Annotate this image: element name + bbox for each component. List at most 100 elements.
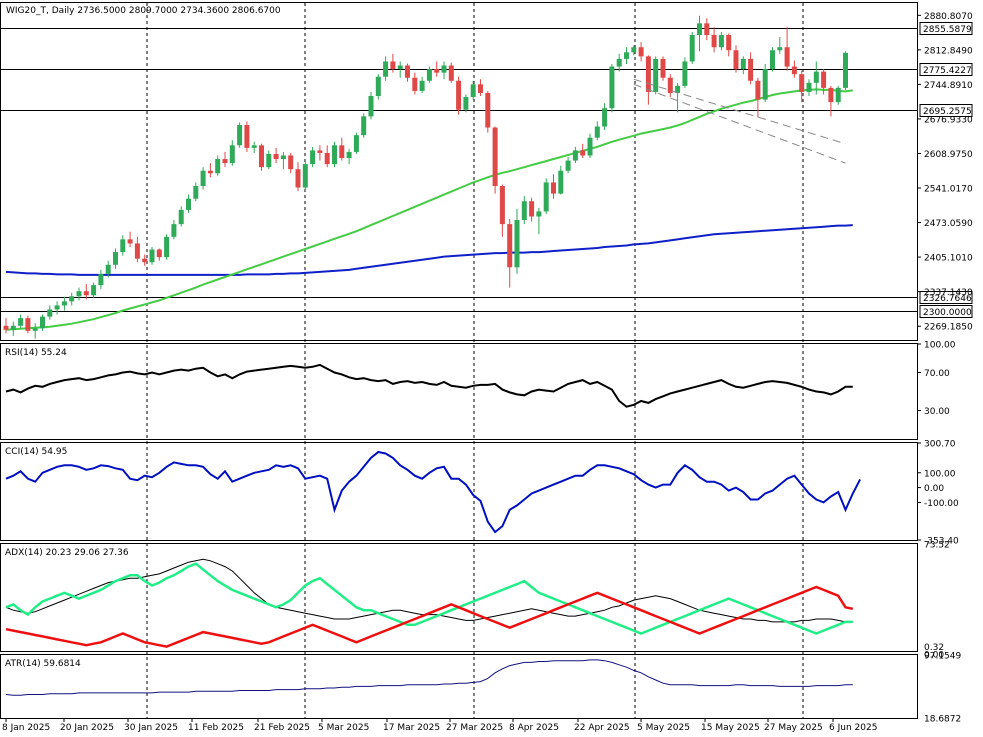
candle-body — [171, 224, 177, 237]
candle-body — [602, 108, 608, 127]
trendline — [633, 83, 846, 164]
candle-body — [507, 224, 513, 268]
candle-body — [244, 124, 250, 148]
adx-path — [5, 558, 853, 623]
candle-body — [624, 52, 629, 59]
candle-body — [521, 201, 527, 221]
rsi-tick-label: 100.00 — [924, 341, 956, 351]
x-tick-label: 8 Apr 2025 — [509, 723, 559, 733]
atr-panel — [0, 654, 918, 719]
level-label: 2300.0000 — [923, 308, 972, 318]
candle-body — [770, 50, 775, 70]
candle-body — [645, 56, 651, 92]
candle-body — [492, 127, 498, 186]
candle-body — [689, 35, 695, 62]
candle-body — [237, 124, 243, 146]
level-label: 2326.7646 — [923, 294, 972, 304]
candle-body — [142, 258, 148, 263]
candle-body — [105, 264, 111, 274]
candle-body — [514, 220, 520, 268]
candle-body — [83, 291, 89, 296]
rsi-panel — [0, 343, 918, 440]
candle-body — [215, 159, 221, 174]
candle-body — [295, 169, 301, 188]
candle-body — [222, 159, 228, 164]
x-tick-label: 22 Apr 2025 — [574, 723, 630, 733]
x-tick-label: 5 Mar 2025 — [318, 723, 369, 733]
candle-body — [156, 249, 162, 258]
candle-body — [259, 145, 264, 168]
x-tick-label: 27 May 2025 — [764, 723, 823, 733]
candle-body — [426, 69, 432, 81]
candle-body — [704, 23, 710, 36]
candle-body — [697, 23, 702, 36]
cci-label: CCI(14) 54.95 — [5, 447, 67, 457]
adx-tick-label: 73.52 — [924, 541, 950, 551]
candle-body — [134, 243, 140, 259]
x-tick-label: 5 May 2025 — [637, 723, 690, 733]
candle-body — [324, 152, 330, 165]
candle-body — [405, 65, 410, 78]
candle-body — [186, 198, 191, 210]
candle-body — [47, 309, 53, 317]
candle-body — [536, 211, 542, 217]
candle-body — [69, 296, 75, 302]
candle-body — [499, 185, 505, 225]
level-tag — [919, 104, 973, 117]
candle-body — [346, 151, 352, 159]
candle-body — [32, 328, 38, 331]
y-tick-label: 2405.1010 — [924, 254, 973, 264]
main-panel — [0, 2, 918, 341]
candle-body — [229, 145, 235, 164]
candle-body — [843, 52, 848, 88]
adx-lines — [5, 558, 854, 648]
candle-body — [353, 135, 359, 152]
level-tag — [919, 291, 973, 304]
y-tick-label: 2269.1850 — [924, 323, 973, 333]
candle-body — [368, 96, 374, 117]
trendline — [633, 78, 846, 145]
plus-di-path — [5, 562, 853, 635]
x-tick-label: 27 Mar 2025 — [446, 723, 503, 733]
candle-body — [740, 58, 746, 70]
candle-body — [273, 153, 279, 160]
candle-body — [127, 239, 133, 244]
candle-body — [485, 92, 491, 128]
candle-body — [463, 97, 469, 110]
candle-body — [711, 35, 717, 48]
candle-body — [200, 170, 206, 186]
cci-path — [5, 450, 861, 534]
y-tick-label: 2880.8070 — [924, 12, 973, 22]
candle-body — [478, 84, 483, 93]
candle-body — [91, 285, 97, 296]
rsi-tick-label: 70.00 — [924, 369, 950, 379]
y-tick-label: 2676.9330 — [924, 115, 973, 125]
cci-tick-label: 0.00 — [924, 484, 944, 494]
candle-body — [332, 145, 337, 165]
candle-body — [572, 150, 578, 161]
atr-label: ATR(14) 59.6814 — [5, 659, 81, 669]
x-tick-label: 21 Feb 2025 — [254, 723, 310, 733]
candle-body — [18, 318, 24, 326]
x-tick-label: 20 Jan 2025 — [60, 723, 114, 733]
candle-body — [441, 65, 447, 73]
candle-body — [54, 305, 60, 310]
candle-body — [616, 58, 622, 67]
cci-panel — [0, 442, 918, 541]
candle-body — [3, 325, 9, 330]
cci-tick-label: -100.00 — [924, 499, 959, 509]
candle-body — [434, 69, 440, 73]
candle-body — [470, 84, 476, 98]
candle-body — [821, 71, 827, 88]
candle-body — [667, 77, 673, 93]
candle-body — [799, 74, 805, 92]
candle-body — [543, 182, 549, 212]
x-axis: 8 Jan 2025 20 Jan 2025 30 Jan 2025 11 Feb 2… — [2, 718, 877, 733]
adx-tick-label: 0.32 — [924, 643, 944, 653]
candle-body — [558, 170, 564, 194]
candle-body — [288, 155, 294, 170]
candle-body — [310, 150, 316, 165]
candle-body — [791, 66, 797, 75]
candle-body — [835, 87, 841, 103]
